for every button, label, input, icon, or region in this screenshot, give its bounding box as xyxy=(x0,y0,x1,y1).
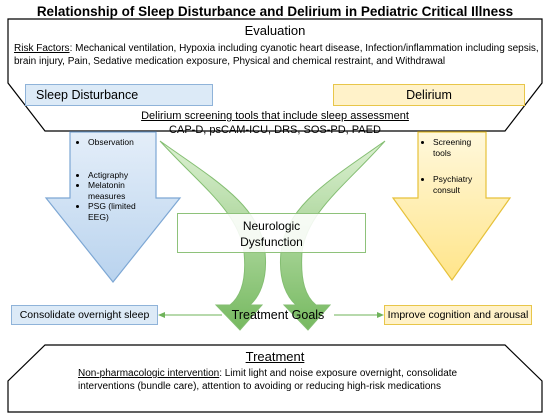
consolidate-sleep-box: Consolidate overnight sleep xyxy=(11,305,158,325)
treatment-intervention-label: Non-pharmacologic intervention xyxy=(78,368,220,379)
list-item: PSG (limited EEG) xyxy=(88,201,158,222)
treatment-intervention-list: : Limit light and noise exposure overnig… xyxy=(78,368,458,392)
screening-tools-list: CAP-D, psCAM-ICU, DRS, SOS-PD, PAED xyxy=(169,124,381,136)
risk-factors-list: : Mechanical ventilation, Hypoxia includ… xyxy=(14,43,539,67)
list-item: Melatonin measures xyxy=(88,180,158,201)
list-item: Observation xyxy=(88,137,158,148)
treatment-trapezoid xyxy=(7,344,543,413)
evaluation-heading: Evaluation xyxy=(244,23,306,38)
sleep-arrow xyxy=(44,131,182,283)
list-item: Actigraphy xyxy=(88,170,158,181)
neurologic-line1: Neurologic xyxy=(242,219,301,233)
list-item: Psychiatry consult xyxy=(433,174,491,195)
delirium-arrow xyxy=(391,131,512,282)
connector-right-arrowhead xyxy=(377,312,384,318)
treatment-text: Non-pharmacologic intervention: Limit li… xyxy=(78,367,478,393)
neurologic-dysfunction-box: Neurologic Dysfunction xyxy=(177,213,366,253)
connector-left-arrowhead xyxy=(158,312,165,318)
treatment-heading: Treatment xyxy=(245,349,305,364)
diagram-title: Relationship of Sleep Disturbance and De… xyxy=(36,4,514,19)
risk-factors-text: Risk Factors: Mechanical ventilation, Hy… xyxy=(14,42,539,68)
sleep-disturbance-box: Sleep Disturbance xyxy=(25,84,213,106)
improve-cognition-box: Improve cognition and arousal xyxy=(384,305,532,325)
sleep-assessment-list: Observation Actigraphy Melatonin measure… xyxy=(76,137,158,222)
neurologic-line2: Dysfunction xyxy=(240,235,303,249)
risk-factors-label: Risk Factors xyxy=(14,43,70,54)
treatment-goals-label: Treatment Goals xyxy=(231,308,325,322)
list-item: Screening tools xyxy=(433,137,491,158)
screening-heading: Delirium screening tools that include sl… xyxy=(141,110,409,122)
delirium-box: Delirium xyxy=(333,84,525,106)
delirium-assessment-list: Screening tools Psychiatry consult xyxy=(421,137,491,195)
